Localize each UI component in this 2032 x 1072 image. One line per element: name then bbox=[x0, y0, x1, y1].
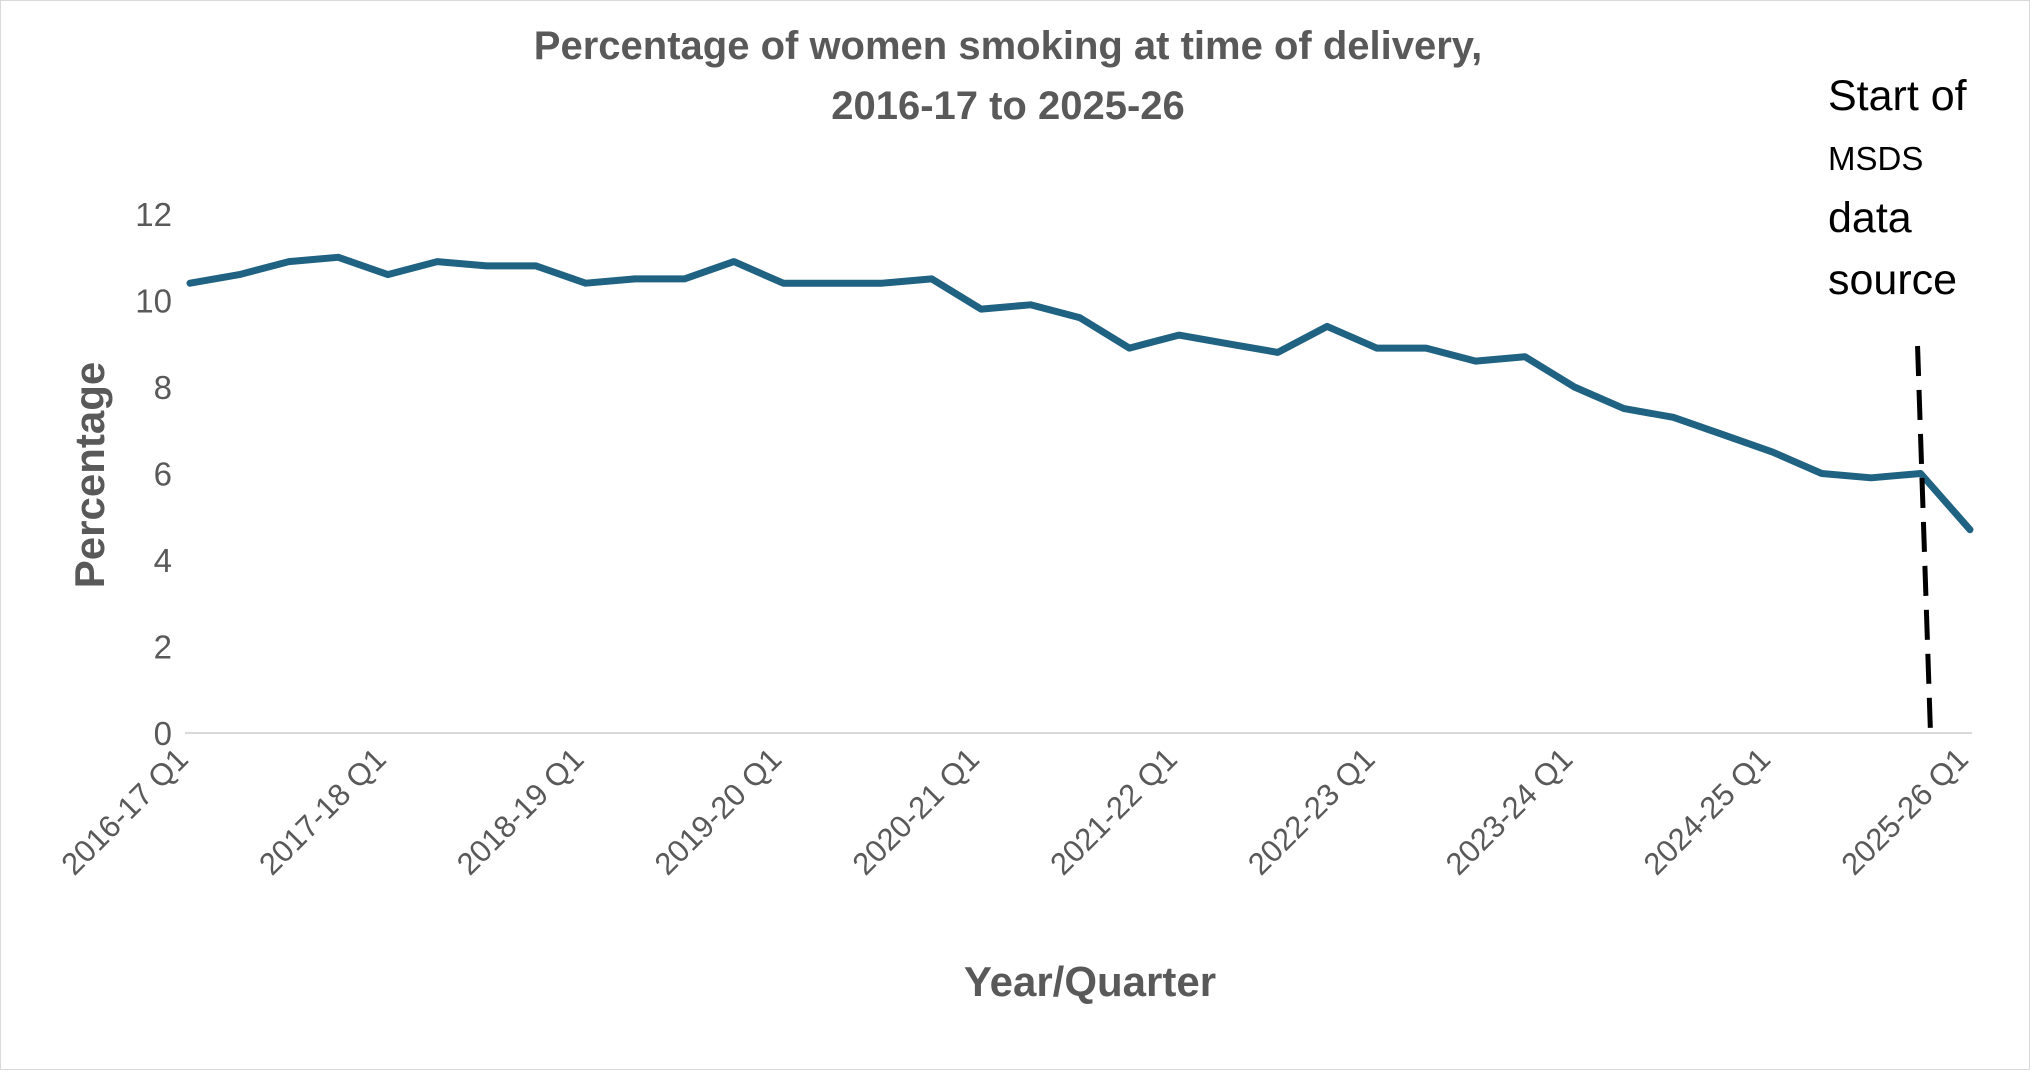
annotation-line: MSDS bbox=[1828, 140, 1923, 177]
x-tick-label: 2019-20 Q1 bbox=[648, 741, 789, 882]
x-tick-label: 2023-24 Q1 bbox=[1439, 741, 1580, 882]
y-tick-label: 8 bbox=[154, 369, 172, 406]
chart-title-line2: 2016-17 to 2025-26 bbox=[831, 84, 1185, 128]
series-line bbox=[186, 253, 1974, 534]
x-tick-label: 2024-25 Q1 bbox=[1637, 741, 1778, 882]
x-axis-title: Year/Quarter bbox=[964, 958, 1216, 1005]
msds-annotation: Start of MSDS data source bbox=[1828, 72, 1968, 304]
annotation-line: data bbox=[1828, 194, 1912, 242]
x-tick-label: 2022-23 Q1 bbox=[1241, 741, 1382, 882]
msds-start-dashed-line bbox=[1915, 345, 1934, 736]
y-tick-label: 2 bbox=[154, 629, 172, 666]
x-axis-ticks: 2016-17 Q1 2017-18 Q1 2018-19 Q1 2019-20 Q1… bbox=[54, 741, 1975, 882]
y-axis-title: Percentage bbox=[66, 362, 113, 588]
x-tick-label: 2025-26 Q1 bbox=[1834, 741, 1975, 882]
annotation-line: Start of bbox=[1828, 72, 1968, 120]
y-tick-label: 4 bbox=[154, 542, 172, 579]
chart-title-line1: Percentage of women smoking at time of d… bbox=[533, 24, 1483, 68]
y-axis-ticks: 0 2 4 6 8 10 12 bbox=[135, 196, 172, 752]
y-tick-label: 6 bbox=[154, 456, 172, 493]
y-tick-label: 10 bbox=[135, 283, 172, 320]
x-tick-label: 2017-18 Q1 bbox=[252, 741, 393, 882]
x-tick-label: 2016-17 Q1 bbox=[54, 741, 195, 882]
x-tick-label: 2018-19 Q1 bbox=[450, 741, 591, 882]
x-tick-label: 2021-22 Q1 bbox=[1043, 741, 1184, 882]
y-tick-label: 0 bbox=[154, 715, 172, 752]
y-tick-label: 12 bbox=[135, 196, 172, 233]
x-tick-label: 2020-21 Q1 bbox=[846, 741, 987, 882]
annotation-line: source bbox=[1828, 256, 1957, 304]
